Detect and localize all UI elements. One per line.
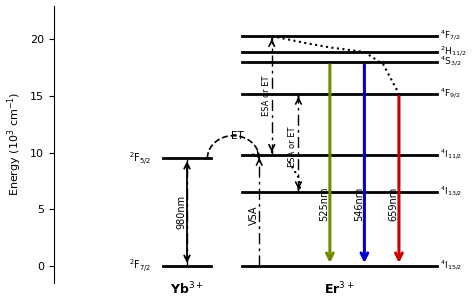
Text: $^4$F$_{7/2}$: $^4$F$_{7/2}$ (440, 29, 461, 43)
Text: $^4$I$_{13/2}$: $^4$I$_{13/2}$ (440, 185, 462, 199)
Text: $^4$S$_{3/2}$: $^4$S$_{3/2}$ (440, 55, 461, 69)
Text: 546nm: 546nm (354, 186, 364, 221)
Text: $^4$I$_{11/2}$: $^4$I$_{11/2}$ (440, 148, 462, 162)
Text: $^2$H$_{11/2}$: $^2$H$_{11/2}$ (440, 45, 466, 59)
Text: ESA or ET: ESA or ET (262, 76, 271, 116)
Text: VSA: VSA (248, 205, 259, 225)
Text: ET: ET (231, 131, 244, 141)
Text: $^4$I$_{15/2}$: $^4$I$_{15/2}$ (440, 259, 462, 273)
Text: $^2$F$_{5/2}$: $^2$F$_{5/2}$ (128, 150, 151, 167)
Text: Er$^{3+}$: Er$^{3+}$ (324, 281, 355, 297)
Text: ESA or ET: ESA or ET (288, 127, 297, 167)
Text: $^2$F$_{7/2}$: $^2$F$_{7/2}$ (128, 257, 151, 274)
Text: 980nm: 980nm (176, 195, 186, 229)
Text: 525nm: 525nm (319, 186, 329, 221)
Text: $^4$F$_{9/2}$: $^4$F$_{9/2}$ (440, 87, 461, 101)
Text: 659nm: 659nm (388, 186, 398, 221)
Text: Yb$^{3+}$: Yb$^{3+}$ (170, 281, 204, 297)
Y-axis label: Energy (10$^3$ cm$^{-1}$): Energy (10$^3$ cm$^{-1}$) (6, 92, 24, 196)
